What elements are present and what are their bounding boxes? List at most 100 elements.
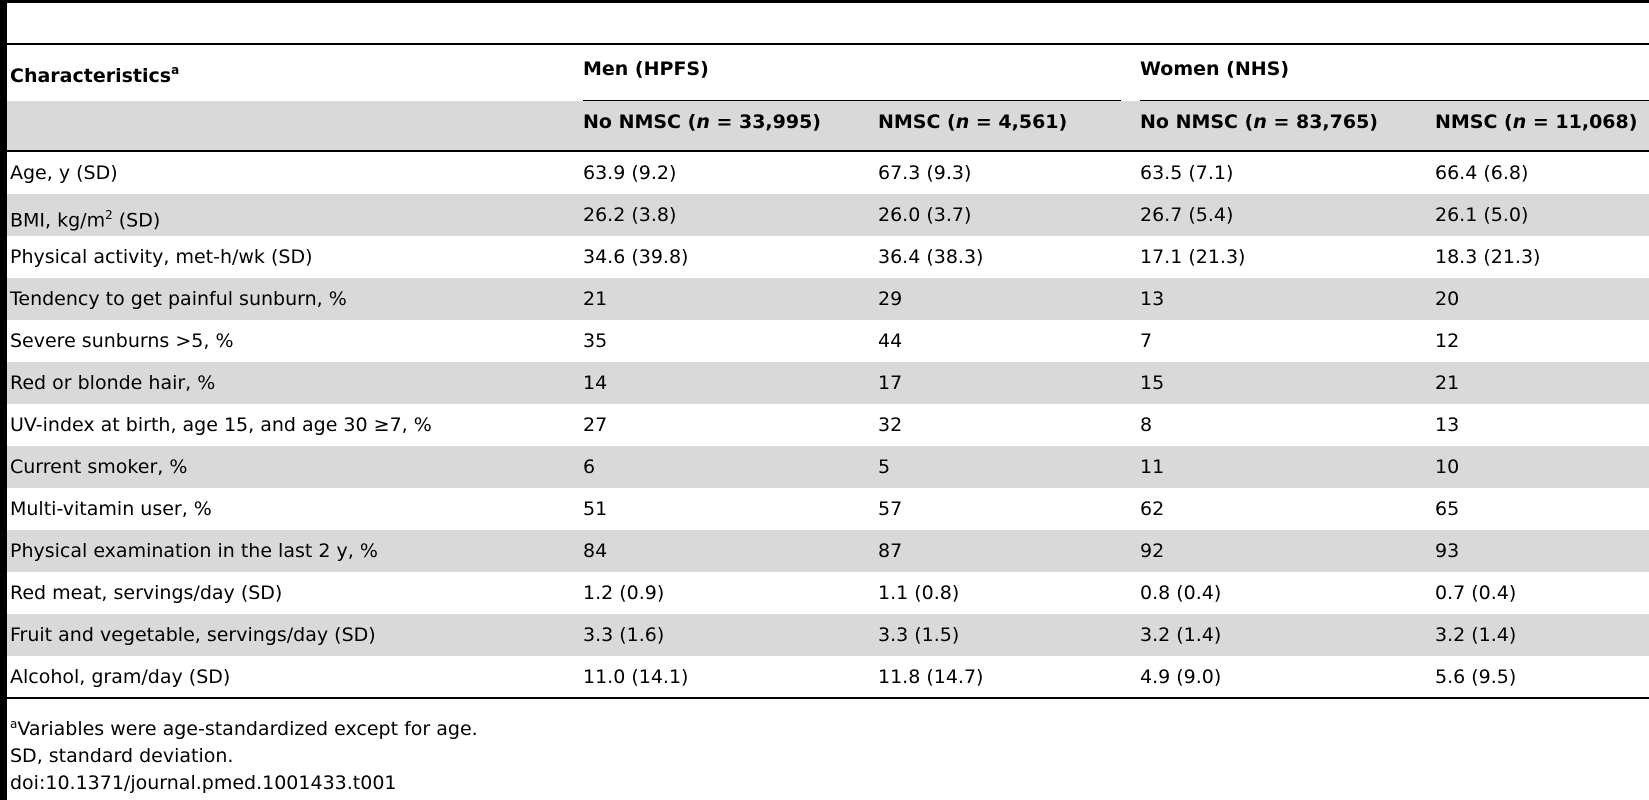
cell-women-nmsc: 10 [1435,456,1460,478]
column-header-men-nmsc: NMSC (n = 4,561) [878,111,1067,133]
cell-men-no-nmsc: 6 [583,456,596,478]
cell-women-no-nmsc: 11 [1140,456,1165,478]
row-label: Current smoker, % [10,456,188,478]
row-label: BMI, kg/m2 (SD) [10,194,160,236]
cell-women-no-nmsc: 17.1 (21.3) [1140,246,1246,268]
cell-men-nmsc: 26.0 (3.7) [878,204,972,226]
table-row: Age, y (SD) 63.9 (9.2) 67.3 (9.3) 63.5 (… [7,152,1649,194]
cell-women-no-nmsc: 63.5 (7.1) [1140,162,1234,184]
cell-women-nmsc: 0.7 (0.4) [1435,582,1517,604]
cell-women-nmsc: 3.2 (1.4) [1435,624,1517,646]
column-header-suffix: = 11,068) [1526,111,1638,133]
cell-women-no-nmsc: 26.7 (5.4) [1140,204,1234,226]
cell-women-nmsc: 21 [1435,372,1460,394]
column-header-suffix: = 83,765) [1266,111,1378,133]
footnote-marker: a [10,717,18,731]
cell-women-nmsc: 26.1 (5.0) [1435,204,1529,226]
column-header-women-nmsc: NMSC (n = 11,068) [1435,111,1637,133]
header-top-rule [7,43,1649,45]
cell-women-no-nmsc: 3.2 (1.4) [1140,624,1222,646]
row-label: Red meat, servings/day (SD) [10,582,283,604]
column-header-women-no-nmsc: No NMSC (n = 83,765) [1140,111,1378,133]
cell-men-nmsc: 5 [878,456,891,478]
cell-women-no-nmsc: 92 [1140,540,1165,562]
n-symbol: n [955,111,970,133]
row-label: Multi-vitamin user, % [10,498,212,520]
row-label: Alcohol, gram/day (SD) [10,666,231,688]
column-header-prefix: No NMSC ( [583,111,697,133]
row-label: UV-index at birth, age 15, and age 30 ≥7… [10,414,432,436]
cell-men-no-nmsc: 51 [583,498,608,520]
table-row: Red meat, servings/day (SD) 1.2 (0.9) 1.… [7,572,1649,614]
cell-men-nmsc: 3.3 (1.5) [878,624,960,646]
cell-women-nmsc: 66.4 (6.8) [1435,162,1529,184]
subheader-band [7,101,1649,150]
women-group-underline [1140,100,1649,101]
n-symbol: n [1253,111,1267,133]
row-label-suffix: (SD) [112,209,161,232]
cell-women-no-nmsc: 4.9 (9.0) [1140,666,1222,688]
cell-men-no-nmsc: 21 [583,288,608,310]
cell-men-nmsc: 36.4 (38.3) [878,246,984,268]
cell-men-no-nmsc: 84 [583,540,608,562]
cell-women-no-nmsc: 13 [1140,288,1165,310]
cell-men-no-nmsc: 1.2 (0.9) [583,582,665,604]
column-header-prefix: No NMSC ( [1140,111,1254,133]
table-top-rule [7,0,1649,3]
cell-men-no-nmsc: 27 [583,414,608,436]
cell-men-nmsc: 32 [878,414,903,436]
table-row: Physical activity, met-h/wk (SD) 34.6 (3… [7,236,1649,278]
footnote-a: aVariables were age-standardized except … [10,717,478,740]
row-label: Fruit and vegetable, servings/day (SD) [10,624,376,646]
cell-women-nmsc: 13 [1435,414,1460,436]
cell-men-no-nmsc: 63.9 (9.2) [583,162,677,184]
cell-men-no-nmsc: 14 [583,372,608,394]
table-row: Tendency to get painful sunburn, % 21 29… [7,278,1649,320]
table-row: Alcohol, gram/day (SD) 11.0 (14.1) 11.8 … [7,656,1649,698]
men-group-underline [583,100,1121,101]
n-symbol: n [696,111,710,133]
row-label-text: BMI, kg/m [10,209,106,232]
cell-men-nmsc: 57 [878,498,903,520]
cell-women-no-nmsc: 62 [1140,498,1165,520]
row-label: Physical examination in the last 2 y, % [10,540,378,562]
cell-men-nmsc: 11.8 (14.7) [878,666,984,688]
cell-women-nmsc: 93 [1435,540,1460,562]
column-header-suffix: = 4,561) [969,111,1068,133]
cell-men-no-nmsc: 34.6 (39.8) [583,246,689,268]
table-row: Red or blonde hair, % 14 17 15 21 [7,362,1649,404]
cell-men-no-nmsc: 26.2 (3.8) [583,204,677,226]
table-row: BMI, kg/m2 (SD) 26.2 (3.8) 26.0 (3.7) 26… [7,194,1649,236]
cell-women-no-nmsc: 0.8 (0.4) [1140,582,1222,604]
table-row: UV-index at birth, age 15, and age 30 ≥7… [7,404,1649,446]
cell-men-no-nmsc: 35 [583,330,608,352]
column-header-men-no-nmsc: No NMSC (n = 33,995) [583,111,821,133]
group-header-women: Women (NHS) [1140,58,1290,80]
footnote-text: Variables were age-standardized except f… [17,718,478,740]
cell-women-no-nmsc: 8 [1140,414,1153,436]
row-label: Age, y (SD) [10,162,118,184]
row-label: Red or blonde hair, % [10,372,216,394]
cell-women-nmsc: 12 [1435,330,1460,352]
table-row: Current smoker, % 6 5 11 10 [7,446,1649,488]
row-label: Severe sunburns >5, % [10,330,234,352]
stub-header-text: Characteristics [10,65,172,87]
row-label-superscript: 2 [105,208,113,222]
row-label: Physical activity, met-h/wk (SD) [10,246,313,268]
cell-men-no-nmsc: 11.0 (14.1) [583,666,689,688]
n-symbol: n [1512,111,1527,133]
cell-women-no-nmsc: 7 [1140,330,1153,352]
column-header-prefix: NMSC ( [1435,111,1513,133]
cell-women-no-nmsc: 15 [1140,372,1165,394]
table-row: Fruit and vegetable, servings/day (SD) 3… [7,614,1649,656]
cell-men-nmsc: 1.1 (0.8) [878,582,960,604]
table-row: Physical examination in the last 2 y, % … [7,530,1649,572]
group-header-men: Men (HPFS) [583,58,709,80]
cell-men-nmsc: 17 [878,372,903,394]
stub-header: Characteristicsa [10,63,179,87]
cell-women-nmsc: 65 [1435,498,1460,520]
cell-women-nmsc: 18.3 (21.3) [1435,246,1541,268]
cell-men-no-nmsc: 3.3 (1.6) [583,624,665,646]
table-row: Multi-vitamin user, % 51 57 62 65 [7,488,1649,530]
doi-link[interactable]: doi:10.1371/journal.pmed.1001433.t001 [10,772,397,794]
